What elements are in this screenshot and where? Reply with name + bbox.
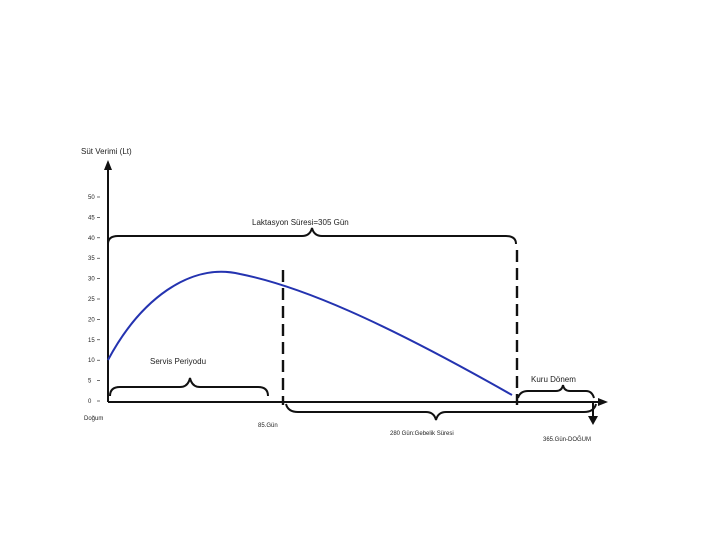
y-axis-arrow	[104, 160, 112, 170]
dry-period-label: Kuru Dönem	[531, 375, 576, 384]
gestation-label: 280 Gün:Gebelik Süresi	[390, 431, 454, 437]
lactation-curve	[107, 270, 513, 396]
y-tick-label: 25	[88, 297, 95, 303]
y-tick-label: 20	[88, 317, 95, 323]
service-period-brace	[109, 377, 269, 397]
day85-label: 85.Gün	[258, 423, 278, 429]
y-tick-label: 45	[88, 215, 95, 221]
birth-label: 365.Gün-DOĞUM	[543, 436, 591, 443]
y-tick-label: 5	[88, 379, 92, 385]
y-tick-label: 50	[88, 195, 95, 201]
service-period-label: Servis Periyodu	[150, 357, 206, 366]
y-tick-label: 10	[88, 358, 95, 364]
x-axis-arrow	[598, 398, 608, 406]
y-tick-label: 30	[88, 277, 95, 283]
lactation-label: Laktasyon Süresi=305 Gün	[252, 218, 349, 227]
y-tick-label: 0	[88, 399, 92, 405]
y-tick-label: 35	[88, 256, 95, 262]
gestation-brace	[285, 403, 597, 421]
y-tick-label: 15	[88, 338, 95, 344]
lactation-brace	[107, 227, 517, 245]
y-tick-label: 40	[88, 236, 95, 242]
y-axis-label: Süt Verimi (Lt)	[81, 147, 132, 156]
birth-arrow-head	[588, 416, 598, 425]
dry-period-brace	[517, 384, 595, 399]
origin-label: Doğum	[84, 416, 103, 422]
